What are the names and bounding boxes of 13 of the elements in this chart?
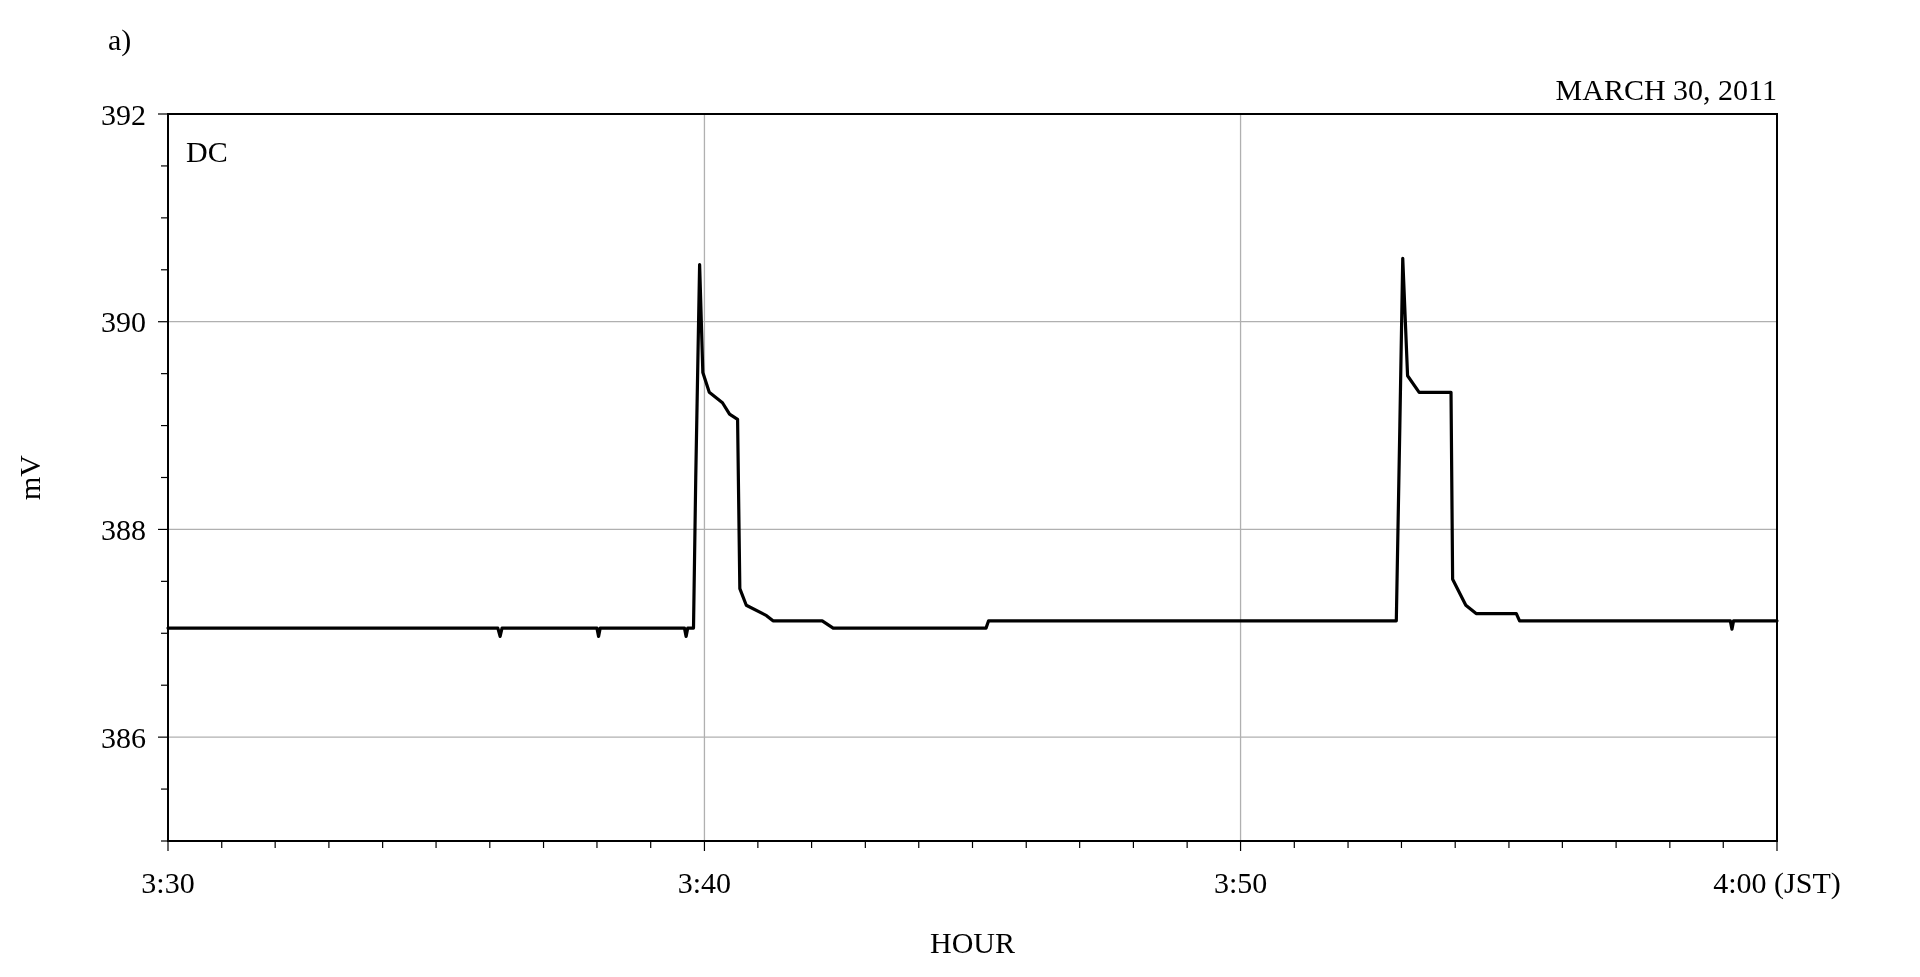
- y-tick-label: 392: [101, 97, 146, 131]
- annotation: DC: [186, 135, 228, 168]
- y-tick-label: 390: [101, 305, 146, 339]
- chart-subtitle: MARCH 30, 2011: [1555, 73, 1777, 106]
- y-tick-label: 388: [101, 512, 146, 546]
- x-axis-title: HOUR: [929, 926, 1016, 959]
- x-tick-label: 3:40: [677, 866, 732, 899]
- x-tick-label: 3:30: [141, 866, 195, 899]
- chart-title: a): [108, 23, 132, 57]
- x-tick-label: 3:50: [1213, 866, 1268, 899]
- y-tick-label: 386: [101, 720, 146, 754]
- x-tick-label: 4:00 (JST): [1713, 866, 1841, 900]
- y-axis-title: mV: [13, 454, 46, 500]
